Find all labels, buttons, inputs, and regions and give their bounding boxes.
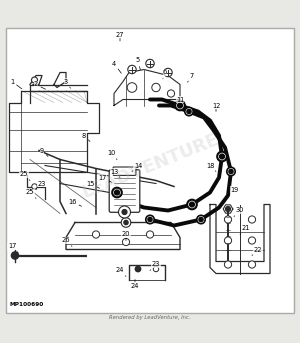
- Circle shape: [199, 217, 203, 222]
- Text: 2: 2: [34, 82, 46, 89]
- Text: 16: 16: [68, 199, 82, 206]
- Circle shape: [175, 101, 185, 110]
- Text: 19: 19: [228, 187, 238, 196]
- Text: 12: 12: [212, 103, 220, 111]
- Circle shape: [185, 107, 193, 116]
- Text: 25: 25: [26, 189, 36, 199]
- Text: 27: 27: [116, 32, 124, 41]
- Text: 8: 8: [82, 132, 90, 142]
- Text: 14: 14: [132, 163, 142, 172]
- Circle shape: [148, 217, 152, 222]
- Circle shape: [152, 83, 160, 92]
- Circle shape: [92, 231, 100, 238]
- Text: 18: 18: [206, 163, 216, 172]
- Circle shape: [122, 210, 127, 214]
- Circle shape: [220, 154, 224, 159]
- Circle shape: [224, 216, 232, 223]
- Text: 23: 23: [150, 261, 160, 271]
- Circle shape: [167, 90, 175, 97]
- FancyBboxPatch shape: [109, 170, 140, 212]
- Text: 11: 11: [176, 96, 186, 106]
- Circle shape: [127, 83, 137, 92]
- Text: 4: 4: [112, 60, 121, 73]
- Text: 7: 7: [188, 72, 194, 82]
- Circle shape: [115, 190, 119, 195]
- Text: 15: 15: [86, 180, 100, 188]
- Text: 23: 23: [36, 180, 46, 189]
- Circle shape: [164, 68, 172, 77]
- Circle shape: [224, 237, 232, 244]
- Circle shape: [146, 215, 154, 224]
- Circle shape: [118, 206, 130, 218]
- Text: 17: 17: [98, 175, 112, 182]
- Text: 24: 24: [116, 268, 126, 276]
- Text: 24: 24: [131, 280, 139, 288]
- Circle shape: [32, 77, 38, 83]
- Circle shape: [187, 200, 197, 209]
- Circle shape: [187, 109, 191, 114]
- Circle shape: [128, 65, 136, 74]
- Text: 5: 5: [136, 58, 140, 70]
- Text: 3: 3: [64, 79, 70, 88]
- Circle shape: [226, 206, 230, 211]
- Circle shape: [229, 169, 233, 174]
- Text: 22: 22: [252, 247, 262, 256]
- Text: 26: 26: [62, 237, 72, 247]
- Text: 13: 13: [110, 168, 120, 177]
- Circle shape: [224, 261, 232, 268]
- FancyBboxPatch shape: [113, 167, 136, 175]
- Circle shape: [112, 188, 122, 197]
- Circle shape: [146, 59, 154, 68]
- Text: 10: 10: [107, 151, 117, 159]
- Text: 17: 17: [8, 244, 18, 252]
- Circle shape: [122, 238, 130, 246]
- Text: 6: 6: [163, 70, 167, 79]
- Circle shape: [248, 237, 256, 244]
- Circle shape: [135, 266, 141, 272]
- Circle shape: [197, 215, 205, 224]
- Text: LEADVENTURE: LEADVENTURE: [79, 130, 221, 201]
- Circle shape: [217, 152, 227, 161]
- Circle shape: [32, 184, 37, 189]
- Circle shape: [248, 216, 256, 223]
- Text: 30: 30: [234, 208, 244, 216]
- Text: Rendered by LeadVenture, Inc.: Rendered by LeadVenture, Inc.: [109, 315, 191, 320]
- Circle shape: [11, 252, 19, 259]
- Circle shape: [124, 221, 128, 225]
- Circle shape: [153, 266, 159, 272]
- Text: 1: 1: [10, 79, 22, 89]
- Circle shape: [121, 218, 131, 227]
- Circle shape: [190, 202, 194, 207]
- Text: 20: 20: [122, 232, 130, 240]
- Text: 9: 9: [40, 147, 48, 156]
- FancyBboxPatch shape: [6, 27, 294, 312]
- Text: 21: 21: [240, 225, 250, 235]
- Circle shape: [178, 103, 182, 108]
- Circle shape: [248, 261, 256, 268]
- Text: 25: 25: [20, 172, 30, 180]
- Text: MP100690: MP100690: [9, 303, 43, 308]
- Circle shape: [146, 231, 154, 238]
- Circle shape: [227, 167, 235, 176]
